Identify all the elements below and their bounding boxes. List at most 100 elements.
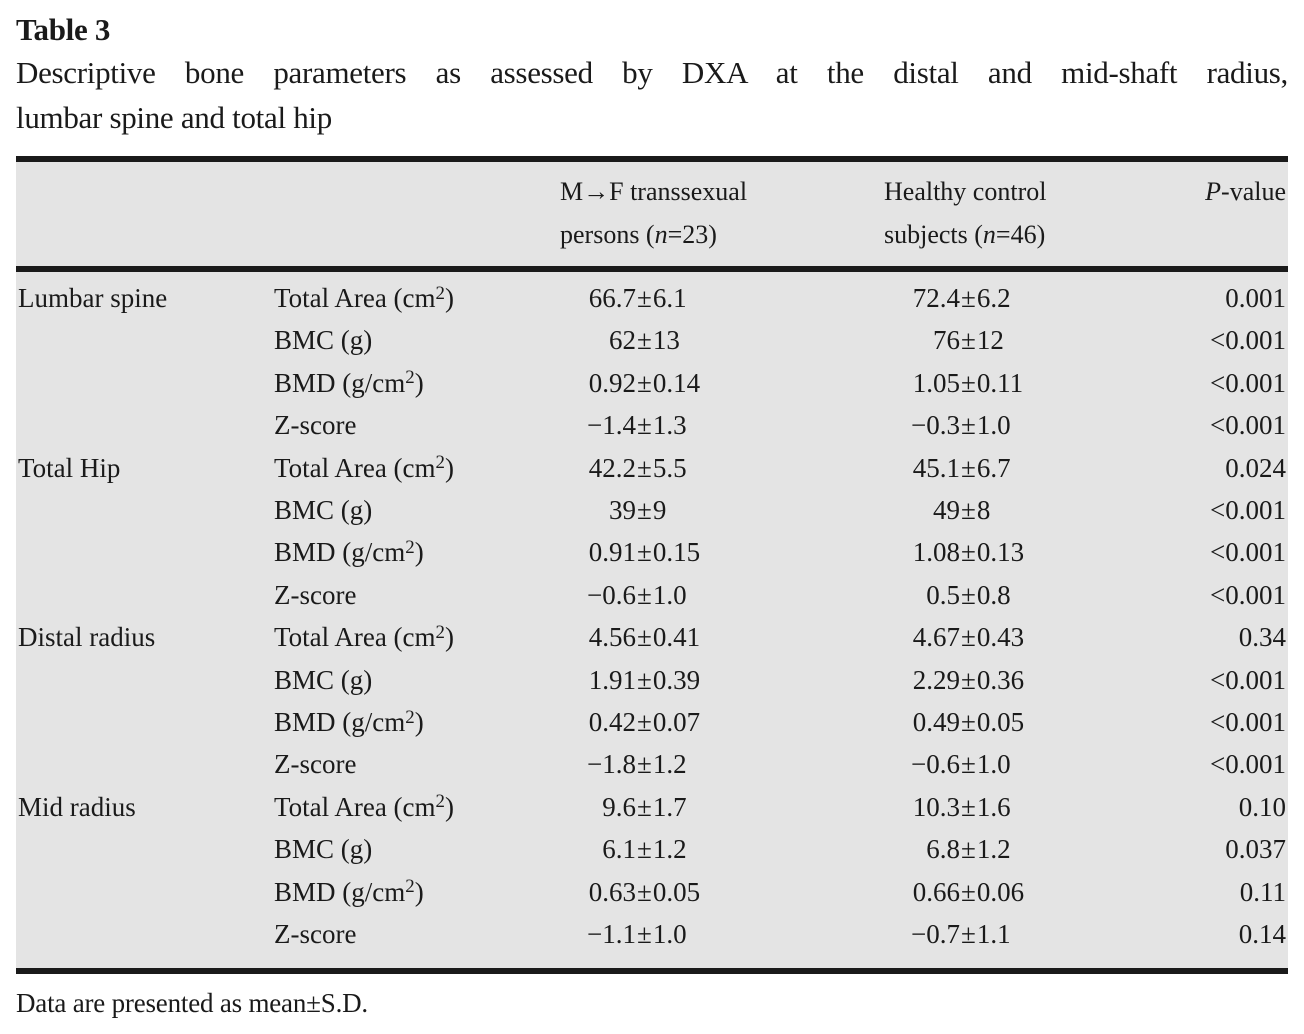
region-cell <box>16 319 272 361</box>
table-row: BMC (g) 1.91±0.39 2.29±0.36 <0.001 <box>16 659 1288 701</box>
table-row: BMC (g) 39±9 49±8 <0.001 <box>16 489 1288 531</box>
control-value-cell: −0.7±1.1 <box>911 919 1011 950</box>
parameter-cell: BMD (g/cm2) <box>274 706 424 738</box>
table-row: Z-score −1.4±1.3 −0.3±1.0 <0.001 <box>16 404 1288 446</box>
transsexual-value-cell: −0.6±1.0 <box>587 579 687 610</box>
control-value-cell: 0.66±0.06 <box>912 876 1025 907</box>
table-row: BMD (g/cm2) 0.63±0.05 0.66±0.06 0.11 <box>16 871 1288 913</box>
parameter-cell: Z-score <box>274 919 357 950</box>
header-row: M→F transsexual persons (n=23) Healthy c… <box>16 159 1288 272</box>
table-row: BMD (g/cm2) 0.91±0.15 1.08±0.13 <0.001 <box>16 531 1288 573</box>
header-group-transsexual-label: M→F transsexual persons (n=23) <box>560 177 748 249</box>
control-value-cell: 0.5±0.8 <box>926 579 1011 610</box>
table-row: Z-score −0.6±1.0 0.5±0.8 <0.001 <box>16 574 1288 616</box>
parameter-cell: BMC (g) <box>274 325 373 356</box>
transsexual-value-cell: −1.1±1.0 <box>587 919 687 950</box>
table-body: Lumbar spine Total Area (cm2) 66.7±6.1 72.4… <box>16 269 1288 971</box>
region-cell <box>16 574 272 616</box>
p-value-cell: 0.024 <box>1225 452 1286 483</box>
parameter-cell: Total Area (cm2) <box>274 282 454 313</box>
table-footnote: Data are presented as mean±S.D. <box>16 987 368 1018</box>
parameter-cell: BMC (g) <box>274 834 373 865</box>
region-cell <box>16 828 272 870</box>
parameter-cell: BMC (g) <box>274 495 373 526</box>
control-value-cell: 1.08±0.13 <box>912 537 1025 568</box>
region-cell: Mid radius <box>18 791 136 822</box>
transsexual-value-cell: 6.1±1.2 <box>602 834 687 865</box>
p-value-cell: <0.001 <box>1210 537 1286 568</box>
table-header: M→F transsexual persons (n=23) Healthy c… <box>16 159 1288 272</box>
p-value-cell: 0.037 <box>1225 834 1286 865</box>
control-value-cell: 76±12 <box>933 325 1004 356</box>
table-row: Z-score −1.8±1.2 −0.6±1.0 <0.001 <box>16 743 1288 785</box>
header-p-value: P-value <box>1174 159 1288 272</box>
header-parameter <box>272 159 560 272</box>
transsexual-value-cell: 4.56±0.41 <box>588 622 701 653</box>
control-value-cell: 72.4±6.2 <box>912 283 1011 313</box>
region-cell <box>16 871 272 913</box>
region-cell <box>16 743 272 785</box>
p-value-cell: 0.10 <box>1238 791 1286 822</box>
transsexual-value-cell: 0.91±0.15 <box>588 537 701 568</box>
table-caption: Descriptive bone parameters as assessed … <box>16 50 1288 140</box>
caption-line-1: Descriptive bone parameters as assessed … <box>16 55 1288 90</box>
region-cell <box>16 913 272 970</box>
region-cell: Lumbar spine <box>18 283 168 313</box>
transsexual-value-cell: −1.4±1.3 <box>587 410 687 441</box>
region-cell <box>16 489 272 531</box>
p-value-cell: <0.001 <box>1210 579 1286 610</box>
table-row: Total Hip Total Area (cm2) 42.2±5.5 45.1±6.… <box>16 447 1288 489</box>
transsexual-value-cell: 0.92±0.14 <box>588 367 701 398</box>
transsexual-value-cell: 66.7±6.1 <box>588 283 687 313</box>
header-group-control-label: Healthy control subjects (n=46) <box>884 177 1047 249</box>
transsexual-value-cell: 0.63±0.05 <box>588 876 701 907</box>
transsexual-value-cell: 39±9 <box>609 495 667 526</box>
parameter-cell: BMD (g/cm2) <box>274 367 424 398</box>
p-value-cell: 0.34 <box>1238 622 1286 653</box>
p-value-cell: <0.001 <box>1210 410 1286 441</box>
transsexual-value-cell: 1.91±0.39 <box>588 664 701 695</box>
region-cell <box>16 659 272 701</box>
parameter-cell: Total Area (cm2) <box>274 452 454 483</box>
table-row: Lumbar spine Total Area (cm2) 66.7±6.1 72.4… <box>16 269 1288 319</box>
header-group-control: Healthy control subjects (n=46) <box>884 159 1174 272</box>
region-cell <box>16 701 272 743</box>
parameter-cell: Total Area (cm2) <box>274 621 454 653</box>
transsexual-value-cell: −1.8±1.2 <box>587 749 687 780</box>
control-value-cell: 6.8±1.2 <box>926 834 1011 865</box>
table-row: BMD (g/cm2) 0.92±0.14 1.05±0.11 <0.001 <box>16 362 1288 404</box>
parameter-cell: Z-score <box>274 410 357 441</box>
region-cell: Total Hip <box>18 452 121 483</box>
transsexual-value-cell: 62±13 <box>609 325 680 356</box>
bone-parameters-table: M→F transsexual persons (n=23) Healthy c… <box>16 156 1288 974</box>
table-row: Z-score −1.1±1.0 −0.7±1.1 0.14 <box>16 913 1288 970</box>
parameter-cell: BMD (g/cm2) <box>274 536 424 568</box>
region-cell <box>16 531 272 573</box>
p-value-cell: 0.14 <box>1238 919 1286 950</box>
control-value-cell: −0.3±1.0 <box>911 410 1011 441</box>
transsexual-value-cell: 42.2±5.5 <box>588 452 687 483</box>
caption-line-2: lumbar spine and total hip <box>16 100 332 135</box>
control-value-cell: 45.1±6.7 <box>912 452 1011 483</box>
table-label: Table 3 <box>16 12 111 47</box>
control-value-cell: −0.6±1.0 <box>911 749 1011 780</box>
table-row: BMC (g) 62±13 76±12 <0.001 <box>16 319 1288 361</box>
table-row: BMD (g/cm2) 0.42±0.07 0.49±0.05 <0.001 <box>16 701 1288 743</box>
control-value-cell: 0.49±0.05 <box>912 707 1025 738</box>
p-value-cell: 0.11 <box>1239 876 1286 907</box>
control-value-cell: 4.67±0.43 <box>912 622 1025 653</box>
control-value-cell: 49±8 <box>933 495 991 526</box>
region-cell <box>16 362 272 404</box>
p-value-cell: <0.001 <box>1210 325 1286 356</box>
header-p-value-label: P-value <box>1205 177 1286 206</box>
p-value-cell: <0.001 <box>1210 707 1286 738</box>
p-value-cell: 0.001 <box>1225 283 1286 313</box>
parameter-cell: BMC (g) <box>274 664 373 695</box>
parameter-cell: Z-score <box>274 749 357 780</box>
transsexual-value-cell: 9.6±1.7 <box>602 791 687 822</box>
transsexual-value-cell: 0.42±0.07 <box>588 707 701 738</box>
header-group-transsexual: M→F transsexual persons (n=23) <box>560 159 884 272</box>
p-value-cell: <0.001 <box>1210 495 1286 526</box>
table-row: Mid radius Total Area (cm2) 9.6±1.7 10.3±1.… <box>16 786 1288 828</box>
